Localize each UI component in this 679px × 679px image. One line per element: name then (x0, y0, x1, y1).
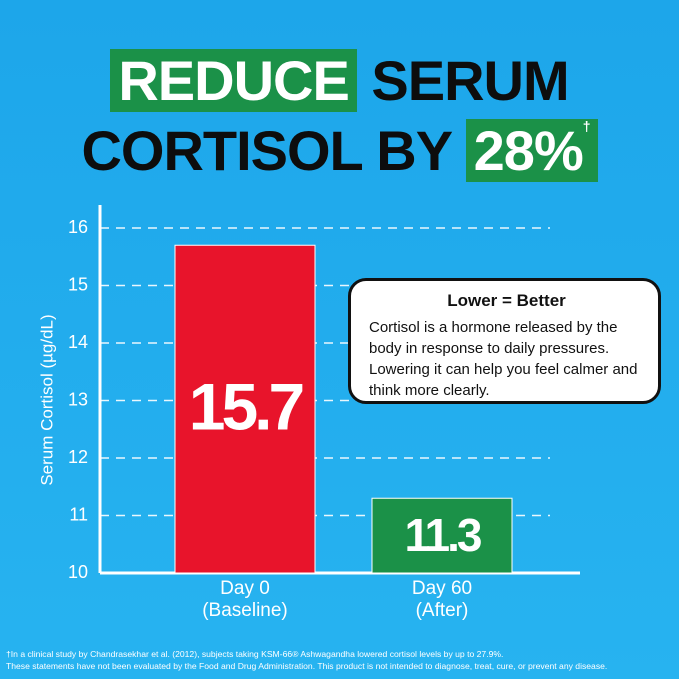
title-text: SERUM (371, 49, 569, 112)
y-tick-label: 13 (68, 389, 88, 409)
bar (371, 497, 513, 574)
footnotes: †In a clinical study by Chandrasekhar et… (6, 648, 607, 672)
value-label: 11.3 (405, 509, 481, 561)
value-label: 15.7 (189, 370, 303, 444)
callout-text: Cortisol is a hormone released by the bo… (369, 319, 638, 399)
title-line: CORTISOL BY 28%† (0, 118, 679, 183)
title-text: CORTISOL BY (81, 119, 452, 182)
callout-title: Lower = Better (447, 291, 566, 310)
callout: Lower = Better Cortisol is a hormone rel… (348, 278, 661, 404)
title-highlight: 28%† (465, 118, 598, 182)
y-tick-label: 14 (68, 332, 88, 352)
footnote: †In a clinical study by Chandrasekhar et… (6, 649, 504, 659)
x-tick-label: Day 0 (Baseline) (202, 578, 288, 621)
y-tick-label: 16 (68, 217, 88, 237)
y-axis-label: Serum Cortisol (µg/dL) (37, 314, 56, 485)
title-line: REDUCE SERUM (0, 48, 679, 113)
footnote: These statements have not been evaluated… (6, 661, 608, 671)
title-highlight: REDUCE (110, 49, 357, 112)
x-tick-label: Day 60 (After) (411, 578, 473, 621)
y-tick-label: 10 (68, 562, 88, 582)
title-text: 28% (473, 119, 584, 182)
title-mark: † (582, 118, 591, 134)
bar (174, 244, 316, 574)
y-tick-label: 12 (68, 447, 88, 467)
y-tick-label: 11 (69, 504, 88, 524)
y-tick-label: 15 (68, 274, 88, 294)
